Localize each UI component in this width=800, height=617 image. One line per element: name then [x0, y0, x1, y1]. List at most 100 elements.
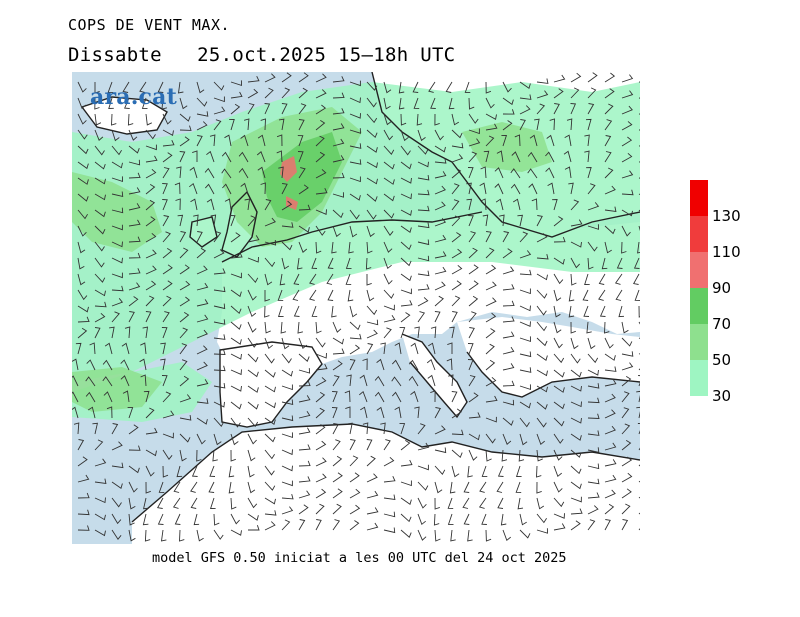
wind-barb — [111, 241, 123, 248]
wind-barb — [111, 191, 124, 197]
wind-barb — [145, 407, 155, 419]
wind-barb — [111, 311, 120, 323]
wind-barb — [434, 129, 444, 141]
wind-barb — [212, 449, 218, 462]
wind-barb — [158, 481, 165, 493]
wind-barb — [383, 527, 396, 534]
wind-barb — [140, 342, 147, 355]
wind-barb — [179, 343, 188, 355]
wind-barb — [494, 183, 504, 195]
wind-barb — [446, 358, 453, 371]
wind-barb — [412, 81, 419, 93]
wind-barb — [175, 198, 181, 211]
wind-barb — [621, 337, 633, 347]
wind-barb — [519, 269, 532, 276]
wind-barb — [400, 480, 412, 487]
wind-barb — [315, 169, 327, 179]
wind-barb — [230, 337, 242, 345]
wind-barb — [485, 376, 497, 387]
wind-barb — [349, 113, 361, 119]
wind-barb — [536, 273, 548, 281]
wind-barb — [448, 374, 454, 387]
wind-barb — [485, 81, 492, 94]
wind-barb — [213, 401, 225, 408]
wind-barb — [196, 379, 209, 387]
wind-barb — [196, 345, 208, 355]
wind-barb — [417, 145, 429, 155]
wind-barb — [434, 201, 446, 211]
wind-barb — [451, 232, 462, 243]
wind-barb — [467, 529, 473, 542]
wind-barb — [315, 241, 322, 254]
wind-barb — [366, 343, 374, 355]
wind-barb — [94, 209, 106, 218]
wind-barb — [451, 449, 463, 459]
wind-barb — [570, 353, 581, 364]
wind-barb — [366, 507, 379, 515]
wind-barb — [587, 397, 600, 404]
wind-barb — [94, 458, 107, 467]
wind-barb — [128, 497, 136, 510]
wind-barb — [315, 120, 326, 131]
wind-barb — [400, 273, 412, 282]
coast-balkans — [466, 351, 640, 398]
wind-barb — [468, 449, 478, 461]
wind-barb — [366, 225, 375, 238]
wind-barb — [332, 123, 345, 131]
wind-barb — [315, 135, 325, 147]
wind-barb — [451, 183, 460, 195]
wind-barb — [332, 360, 343, 371]
wind-barb — [349, 225, 358, 238]
wind-barb — [604, 459, 617, 467]
wind-barb — [176, 465, 183, 478]
wind-barb — [94, 145, 105, 156]
wind-barb — [196, 265, 208, 275]
wind-barb — [281, 257, 290, 270]
wind-barb — [621, 407, 630, 419]
wind-barb — [467, 167, 474, 179]
wind-barb — [281, 222, 294, 228]
wind-barb — [298, 337, 308, 350]
wind-barb — [77, 129, 88, 140]
wind-barb — [311, 305, 318, 317]
legend-swatch — [690, 360, 708, 396]
wind-barb — [587, 478, 600, 485]
wind-barb — [145, 168, 157, 179]
wind-barb — [349, 209, 360, 220]
wind-barb — [247, 256, 259, 263]
wind-barb — [366, 81, 378, 91]
wind-barb — [228, 465, 235, 478]
wind-barb — [553, 433, 564, 444]
wind-barb — [221, 168, 232, 179]
wind-barb — [72, 375, 79, 387]
wind-barb — [145, 216, 156, 227]
wind-barb — [77, 509, 90, 516]
wind-barb — [264, 217, 276, 227]
wind-barb — [414, 406, 420, 419]
wind-barb — [383, 314, 396, 323]
wind-barb — [621, 488, 632, 499]
wind-barb — [345, 406, 351, 418]
date-label: 25.oct.2025 — [197, 44, 327, 66]
wind-barb — [428, 81, 436, 93]
wind-barb — [383, 289, 395, 299]
wind-barb — [400, 312, 411, 323]
wind-barb — [587, 353, 599, 364]
wind-barb — [519, 250, 532, 259]
wind-barb — [467, 359, 474, 371]
wind-barb — [621, 362, 634, 371]
wind-barb — [332, 439, 341, 451]
wind-barb — [483, 150, 490, 163]
wind-barb — [587, 241, 598, 252]
wind-barb — [514, 134, 521, 147]
gust-area-8 — [462, 122, 552, 172]
wind-barb — [145, 232, 157, 243]
wind-barb — [348, 241, 354, 254]
wind-barb — [248, 525, 260, 531]
wind-barb — [553, 321, 562, 334]
wind-barb — [94, 513, 106, 521]
wind-barb — [349, 159, 362, 165]
wind-barb — [281, 200, 293, 211]
wind-barb — [366, 113, 378, 124]
wind-barb — [298, 410, 311, 419]
